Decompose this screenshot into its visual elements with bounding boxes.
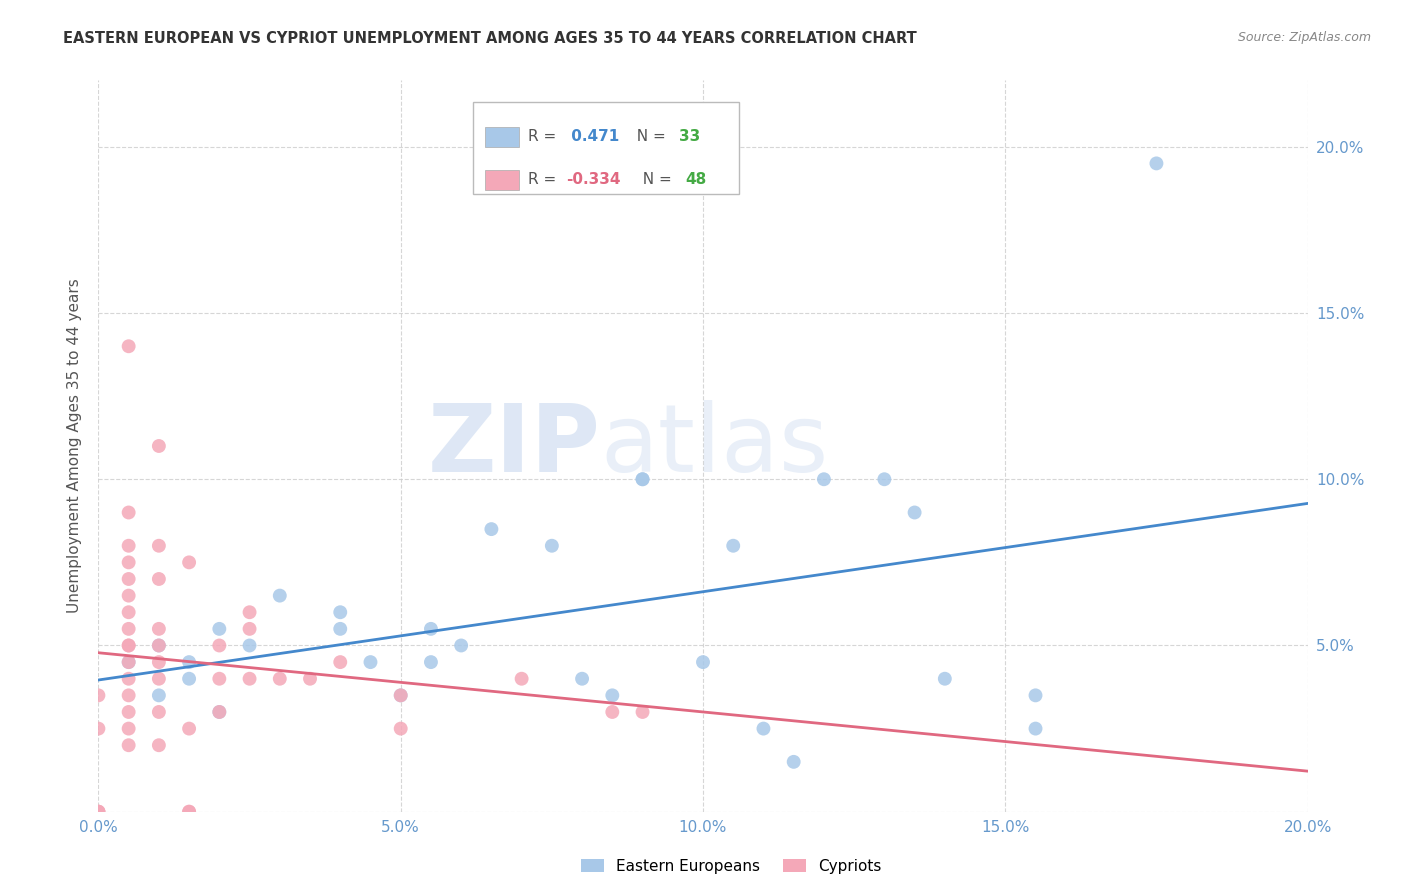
Point	[389, 722, 412, 736]
Text: Source: ZipAtlas.com: Source: ZipAtlas.com	[1237, 31, 1371, 45]
Point	[329, 655, 352, 669]
Point	[118, 689, 141, 703]
Point	[118, 605, 141, 619]
Point	[148, 738, 170, 752]
Point	[148, 705, 170, 719]
Text: N =: N =	[633, 172, 676, 187]
Point	[752, 722, 775, 736]
Point	[1024, 689, 1046, 703]
Point	[179, 555, 201, 569]
Point	[118, 705, 141, 719]
Point	[360, 655, 382, 669]
Point	[148, 672, 170, 686]
Text: ZIP: ZIP	[427, 400, 600, 492]
Point	[540, 539, 562, 553]
Point	[239, 605, 262, 619]
Point	[783, 755, 806, 769]
Point	[148, 655, 170, 669]
Point	[208, 672, 231, 686]
Point	[179, 805, 201, 819]
Point	[118, 639, 141, 653]
Point	[602, 705, 624, 719]
Point	[118, 589, 141, 603]
Point	[269, 672, 291, 686]
Text: R =: R =	[527, 129, 561, 145]
FancyBboxPatch shape	[485, 169, 519, 190]
Point	[208, 705, 231, 719]
Point	[631, 705, 654, 719]
Point	[118, 572, 141, 586]
Point	[239, 639, 262, 653]
Point	[87, 689, 110, 703]
Point	[118, 339, 141, 353]
Point	[118, 622, 141, 636]
Text: N =: N =	[627, 129, 671, 145]
Point	[118, 506, 141, 520]
Point	[208, 639, 231, 653]
Point	[118, 672, 141, 686]
Point	[118, 555, 141, 569]
Point	[179, 672, 201, 686]
Point	[87, 722, 110, 736]
Text: atlas: atlas	[600, 400, 828, 492]
Point	[87, 805, 110, 819]
Point	[723, 539, 745, 553]
Point	[148, 639, 170, 653]
Point	[602, 689, 624, 703]
Point	[118, 722, 141, 736]
Text: R =: R =	[527, 172, 561, 187]
Text: -0.334: -0.334	[567, 172, 621, 187]
Point	[87, 805, 110, 819]
Point	[118, 738, 141, 752]
Point	[148, 539, 170, 553]
Point	[420, 622, 443, 636]
Point	[148, 572, 170, 586]
Point	[118, 655, 141, 669]
Point	[631, 472, 654, 486]
Point	[148, 689, 170, 703]
Point	[148, 622, 170, 636]
Point	[208, 622, 231, 636]
Point	[208, 705, 231, 719]
Y-axis label: Unemployment Among Ages 35 to 44 years: Unemployment Among Ages 35 to 44 years	[67, 278, 83, 614]
Point	[904, 506, 927, 520]
Point	[571, 672, 593, 686]
FancyBboxPatch shape	[485, 127, 519, 147]
Point	[481, 522, 503, 536]
Point	[118, 655, 141, 669]
Point	[329, 605, 352, 619]
Point	[239, 622, 262, 636]
Point	[148, 639, 170, 653]
Point	[934, 672, 956, 686]
Point	[450, 639, 472, 653]
Point	[873, 472, 896, 486]
Point	[631, 472, 654, 486]
Point	[389, 689, 412, 703]
Point	[269, 589, 291, 603]
Point	[118, 639, 141, 653]
Point	[420, 655, 443, 669]
Point	[87, 805, 110, 819]
Point	[510, 672, 533, 686]
Point	[179, 805, 201, 819]
Point	[299, 672, 322, 686]
Point	[179, 722, 201, 736]
Text: 0.471: 0.471	[567, 129, 620, 145]
Text: 33: 33	[679, 129, 700, 145]
FancyBboxPatch shape	[474, 103, 740, 194]
Point	[148, 439, 170, 453]
Point	[692, 655, 714, 669]
Point	[239, 672, 262, 686]
Point	[329, 622, 352, 636]
Point	[813, 472, 835, 486]
Point	[179, 655, 201, 669]
Point	[1024, 722, 1046, 736]
Text: EASTERN EUROPEAN VS CYPRIOT UNEMPLOYMENT AMONG AGES 35 TO 44 YEARS CORRELATION C: EASTERN EUROPEAN VS CYPRIOT UNEMPLOYMENT…	[63, 31, 917, 46]
Point	[1144, 156, 1167, 170]
Point	[389, 689, 412, 703]
Legend: Eastern Europeans, Cypriots: Eastern Europeans, Cypriots	[575, 853, 887, 880]
Text: 48: 48	[685, 172, 706, 187]
Point	[118, 539, 141, 553]
